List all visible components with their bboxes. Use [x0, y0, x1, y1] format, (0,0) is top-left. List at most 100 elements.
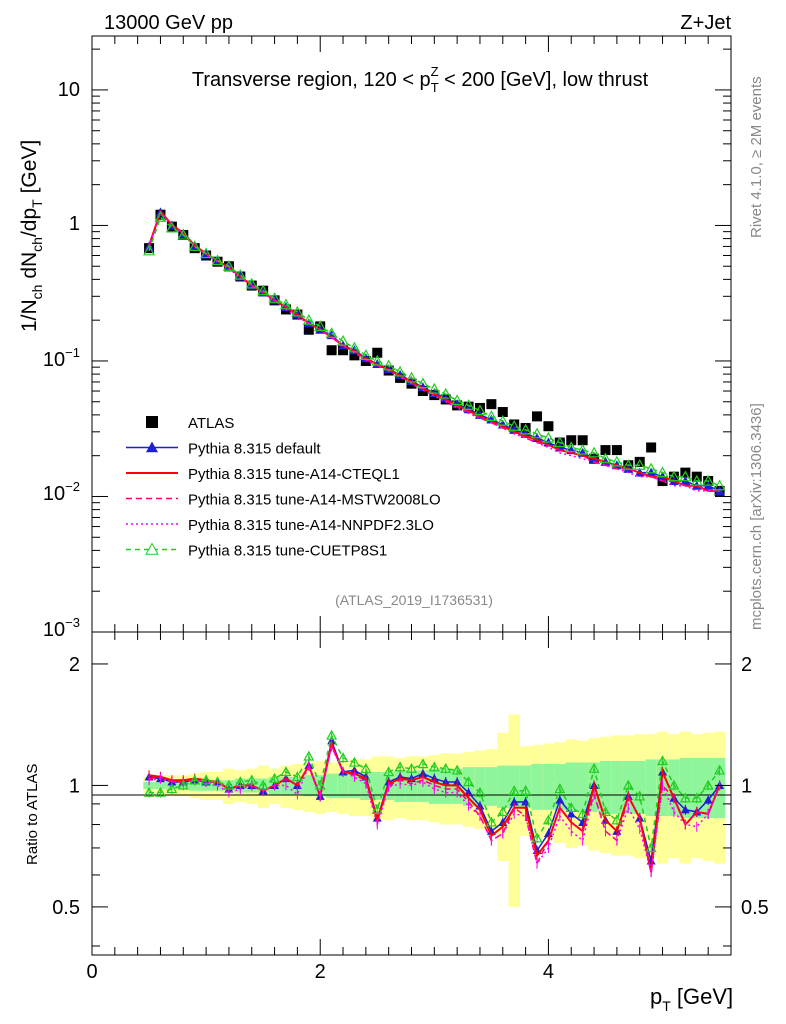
cuetp8s1-point — [302, 313, 315, 325]
ratio-point-cuetp8s1 — [622, 779, 634, 790]
cuetp8s1-point — [439, 387, 452, 399]
cuetp8s1-point — [645, 462, 658, 474]
legend-marker-cuetp8s1 — [145, 542, 159, 555]
ratio-point-cuetp8s1 — [326, 729, 338, 740]
band-inner — [348, 773, 361, 799]
cuetp8s1-point — [599, 452, 612, 464]
ratio-point-cuetp8s1 — [577, 808, 589, 819]
ratio-point-cuetp8s1 — [714, 764, 726, 775]
atlas-point — [486, 399, 497, 410]
x-tick-label: 4 — [543, 961, 554, 983]
legend: ATLAS Pythia 8.315 default Pythia 8.315 tu… — [126, 415, 441, 560]
x-tick-label: 2 — [315, 961, 326, 983]
cuetp8s1-point — [268, 292, 281, 303]
ratio-y-tick-label-right: 1 — [741, 775, 752, 797]
cuetp8s1-point — [633, 459, 646, 470]
legend-label-cuetp8s1: Pythia 8.315 tune-CUETP8S1 — [188, 543, 387, 560]
ratio-panel: 0.5 0.5 1 1 2 2 0 2 4 Ratio to ATLAS pT [GeV] — [24, 631, 769, 1014]
cuetp8s1-point — [473, 404, 486, 416]
main-ylabel: 1/Nch dNch/dpT [GeV] — [18, 140, 45, 332]
cuetp8s1-point — [257, 284, 270, 296]
ratio-point-cuetp8s1 — [565, 802, 577, 813]
atlas-point — [600, 445, 611, 456]
ratio-point-default — [566, 809, 576, 818]
atlas-point — [509, 419, 520, 430]
band-inner — [188, 780, 201, 791]
ratio-y-tick-label-right: 2 — [741, 654, 752, 676]
band-inner — [371, 771, 383, 801]
ratio-point-cuetp8s1 — [246, 774, 258, 785]
ratio-point-cuetp8s1 — [485, 816, 497, 827]
atlas-point — [520, 423, 531, 434]
ratio-point-cuetp8s1 — [554, 783, 566, 794]
x-axis-label: pT [GeV] — [650, 984, 733, 1014]
cuetp8s1-point — [485, 410, 498, 421]
atlas-point — [474, 402, 485, 413]
cuetp8s1-point — [382, 359, 395, 371]
ratio-point-cuetp8s1 — [405, 762, 418, 773]
band-inner — [679, 757, 692, 819]
ratio-point-cuetp8s1 — [360, 762, 372, 773]
cuetp8s1-point — [667, 470, 680, 482]
cuetp8s1-point — [508, 419, 521, 431]
ratio-point-cuetp8s1 — [211, 776, 224, 787]
ratio-point-cuetp8s1 — [291, 771, 303, 782]
ratio-ylabel: Ratio to ATLAS — [24, 764, 41, 865]
cuetp8s1-point — [348, 341, 361, 353]
ratio-point-cuetp8s1 — [200, 774, 212, 785]
cuetp8s1-point — [679, 470, 692, 482]
ratio-point-cuetp8s1 — [702, 779, 714, 790]
atlas-point — [543, 421, 554, 432]
ratio-point-cuetp8s1 — [691, 792, 703, 803]
ratio-y-tick-label-left: 0.5 — [52, 897, 80, 919]
cuetp8s1-point — [371, 354, 384, 366]
ratio-point-cuetp8s1 — [280, 766, 292, 777]
ratio-point-cuetp8s1 — [223, 779, 235, 790]
band-inner — [599, 760, 612, 814]
ratio-point-cuetp8s1 — [440, 762, 452, 773]
cuetp8s1-point — [553, 436, 566, 448]
ratio-point-cuetp8s1 — [428, 761, 440, 772]
cuetp8s1-point — [200, 247, 213, 259]
ratio-point-cuetp8s1 — [166, 783, 178, 794]
atlas-point — [566, 435, 577, 446]
atlas-point — [611, 445, 622, 456]
ratio-point-cuetp8s1 — [177, 779, 189, 790]
ratio-point-cuetp8s1 — [508, 785, 520, 795]
ratio-point-cuetp8s1 — [497, 806, 509, 817]
cuetp8s1-point — [188, 240, 201, 252]
band-inner — [485, 767, 498, 806]
legend-label-a14_nnpdf: Pythia 8.315 tune-A14-NNPDF2.3LO — [188, 517, 434, 534]
ratio-point-default — [680, 805, 690, 814]
ratio-y-tick-label-left: 2 — [69, 654, 80, 676]
atlas-point — [634, 456, 645, 467]
band-inner — [325, 773, 338, 799]
ratio-axis-ticks: 0.5 0.5 1 1 2 2 0 2 4 — [52, 632, 769, 983]
main-title: Transverse region, 120 < pTZ < 200 [GeV]… — [192, 64, 649, 95]
band-inner — [303, 775, 315, 797]
band-inner — [337, 773, 349, 799]
cuetp8s1-point — [314, 320, 327, 331]
cuetp8s1-point — [154, 210, 167, 222]
cuetp8s1-point — [245, 277, 258, 289]
ratio-y-tick-label-right: 0.5 — [741, 897, 769, 919]
cuetp8s1-point — [588, 446, 601, 458]
ratio-point-cuetp8s1 — [588, 762, 600, 773]
ratio-point-cuetp8s1 — [314, 779, 326, 790]
y-tick-label-0p01: 10−2 — [43, 479, 80, 505]
cuetp8s1-point — [530, 427, 544, 439]
cuetp8s1-point — [656, 466, 669, 478]
process-label: Z+Jet — [680, 12, 731, 34]
band-inner — [691, 757, 703, 819]
ratio-point-cuetp8s1 — [599, 806, 612, 817]
ratio-point-cuetp8s1 — [383, 766, 395, 777]
main-axis-ticks — [91, 36, 732, 633]
ratio-point-cuetp8s1 — [417, 758, 429, 769]
ratio-line-a14_mstw — [148, 743, 721, 873]
atlas-point — [349, 350, 360, 361]
cuetp8s1-point — [405, 371, 418, 383]
cuetp8s1-point — [496, 414, 509, 426]
main-series-layer — [143, 207, 726, 496]
cuetp8s1-point — [394, 365, 407, 377]
ratio-point-cuetp8s1 — [679, 792, 691, 803]
